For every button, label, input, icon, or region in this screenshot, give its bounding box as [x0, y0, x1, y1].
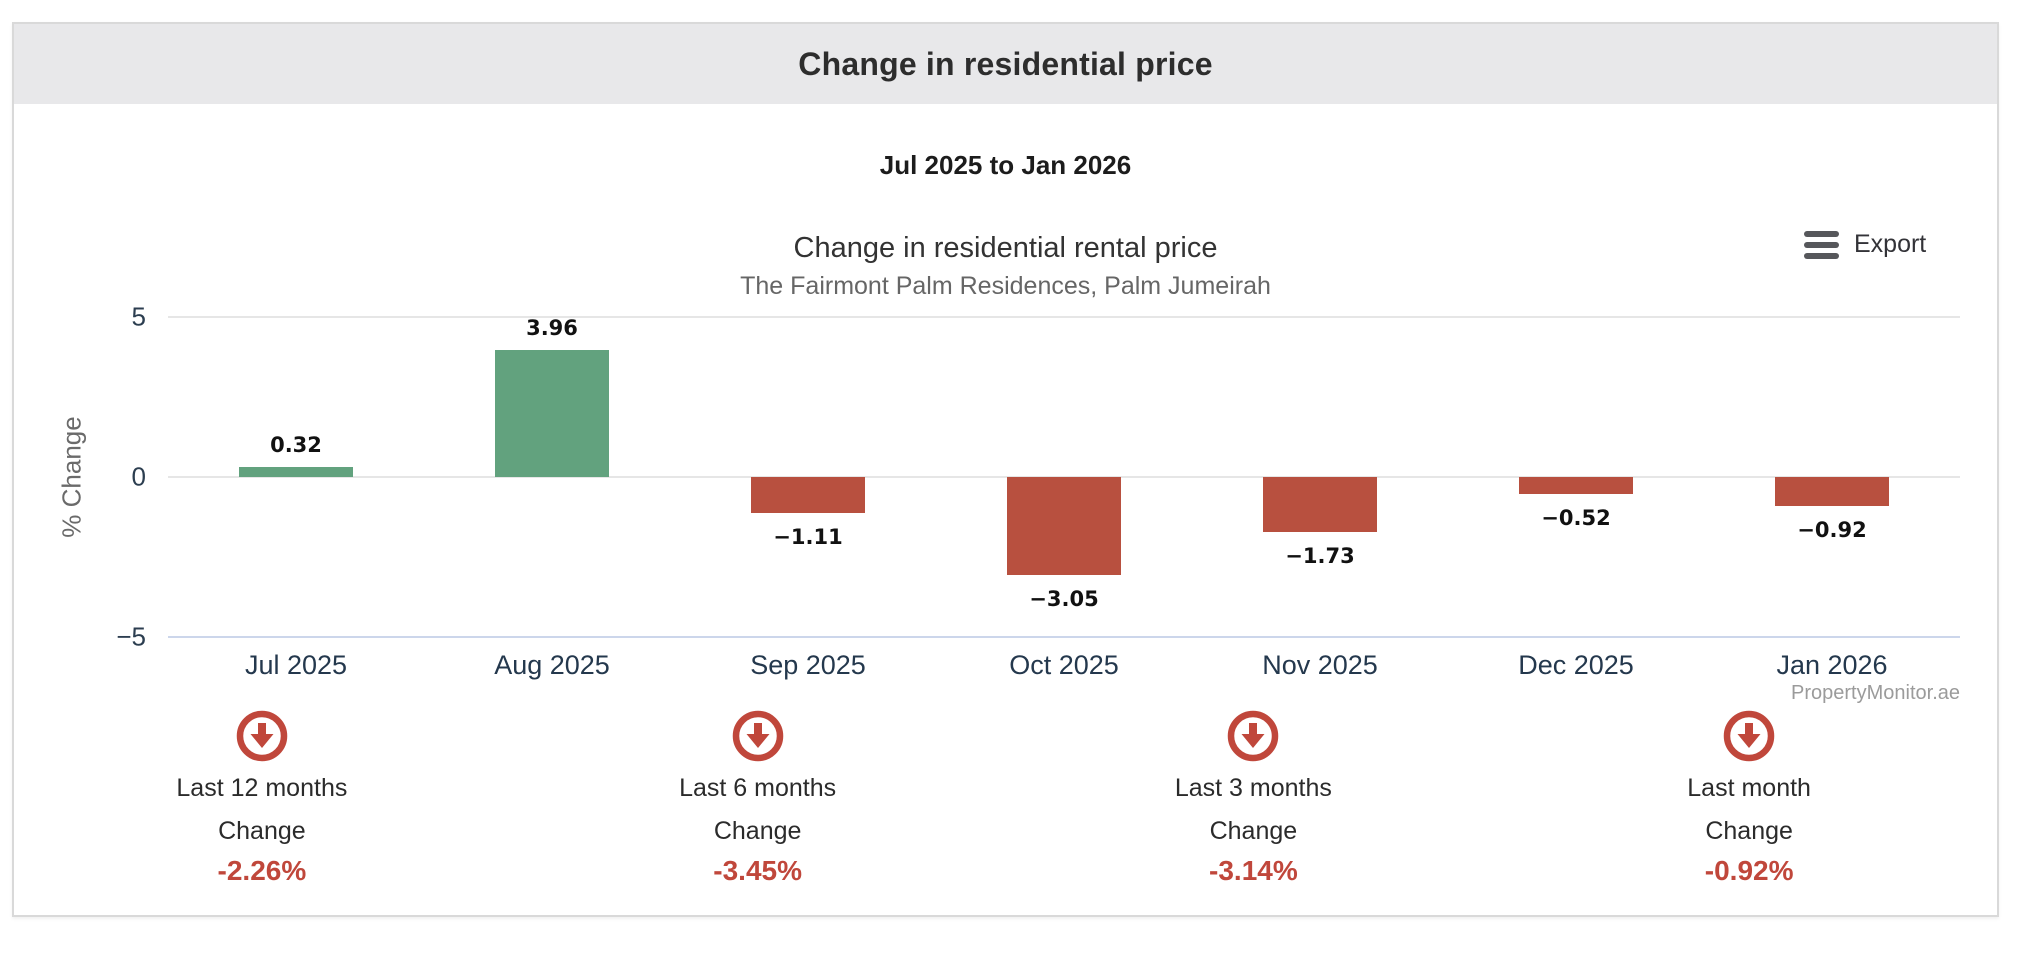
- circle-arrow-down-icon: [236, 710, 288, 762]
- summary-period: Last 12 months: [176, 774, 348, 802]
- bar-value-label: −1.73: [1285, 544, 1355, 569]
- export-menu-icon: [1804, 230, 1839, 259]
- summary-value: -2.26%: [217, 855, 307, 886]
- column-bar-nov-2025[interactable]: [1263, 477, 1377, 533]
- x-axis-label: Nov 2025: [1262, 650, 1378, 680]
- summary-item: Last 6 months Change -3.45%: [510, 710, 1006, 887]
- page-title: Change in residential price: [798, 45, 1213, 82]
- summary-item: Last 12 months Change -2.26%: [14, 710, 510, 887]
- column-bar-sep-2025[interactable]: [751, 477, 865, 513]
- y-axis-tick: 5: [131, 301, 146, 332]
- circle-arrow-down-icon: [732, 710, 783, 762]
- plot-area: 0.32 3.96 −1.11 −3.05 −1.73 −0.52 −0.92: [168, 316, 1960, 637]
- summary-item: Last 3 months Change -3.14%: [1006, 710, 1502, 887]
- column-bar-jul-2025[interactable]: [239, 466, 353, 477]
- column-bar-oct-2025[interactable]: [1007, 477, 1121, 575]
- y-axis-tick: −5: [116, 621, 146, 652]
- y-axis-tick: 0: [131, 461, 146, 492]
- summary-row: Last 12 months Change -2.26% Last 6 months C…: [14, 710, 1997, 887]
- bar-value-label: 0.32: [270, 432, 322, 457]
- x-axis-line: [168, 636, 1960, 638]
- chart-title: Change in residential rental price: [793, 232, 1218, 264]
- x-axis-label: Jul 2025: [244, 650, 348, 680]
- report-card: Change in residential price Jul 2025 to …: [12, 22, 1999, 917]
- x-axis-label: Jan 2026: [1776, 650, 1888, 680]
- summary-period: Last 3 months: [1174, 774, 1332, 802]
- bar-value-label: −1.11: [773, 524, 843, 549]
- circle-arrow-down-icon: [1723, 710, 1775, 762]
- bar-value-label: −3.05: [1029, 586, 1099, 611]
- summary-item: Last month Change -0.92%: [1501, 710, 1997, 887]
- summary-value: -3.14%: [1209, 855, 1298, 886]
- summary-change-label: Change: [218, 817, 306, 845]
- summary-value: -0.92%: [1704, 855, 1794, 886]
- period-subtitle: Jul 2025 to Jan 2026: [879, 150, 1132, 180]
- column-bar-aug-2025[interactable]: [495, 350, 609, 477]
- watermark: PropertyMonitor.ae: [1791, 682, 1960, 704]
- card-header: Change in residential price: [14, 24, 1997, 104]
- summary-period: Last 6 months: [679, 774, 837, 802]
- column-bar-jan-2026[interactable]: [1775, 477, 1889, 507]
- bar-value-label: 3.96: [526, 316, 578, 341]
- bar-value-label: −0.92: [1797, 518, 1867, 543]
- export-button[interactable]: Export: [1804, 230, 1926, 259]
- column-bar-dec-2025[interactable]: [1519, 477, 1633, 494]
- x-axis-label: Dec 2025: [1518, 650, 1634, 680]
- x-axis-label: Sep 2025: [750, 650, 866, 680]
- export-button-label: Export: [1854, 230, 1927, 258]
- gridline-5: [168, 316, 1960, 318]
- bar-value-label: −0.52: [1541, 505, 1611, 530]
- summary-change-label: Change: [1209, 817, 1298, 845]
- circle-arrow-down-icon: [1228, 710, 1279, 762]
- summary-change-label: Change: [713, 817, 802, 845]
- x-axis-label: Oct 2025: [1009, 650, 1119, 680]
- summary-value: -3.45%: [713, 855, 802, 886]
- summary-period: Last month: [1687, 774, 1811, 802]
- x-axis-label: Aug 2025: [494, 650, 610, 680]
- summary-change-label: Change: [1705, 817, 1793, 845]
- chart-subtitle: The Fairmont Palm Residences, Palm Jumei…: [740, 272, 1271, 300]
